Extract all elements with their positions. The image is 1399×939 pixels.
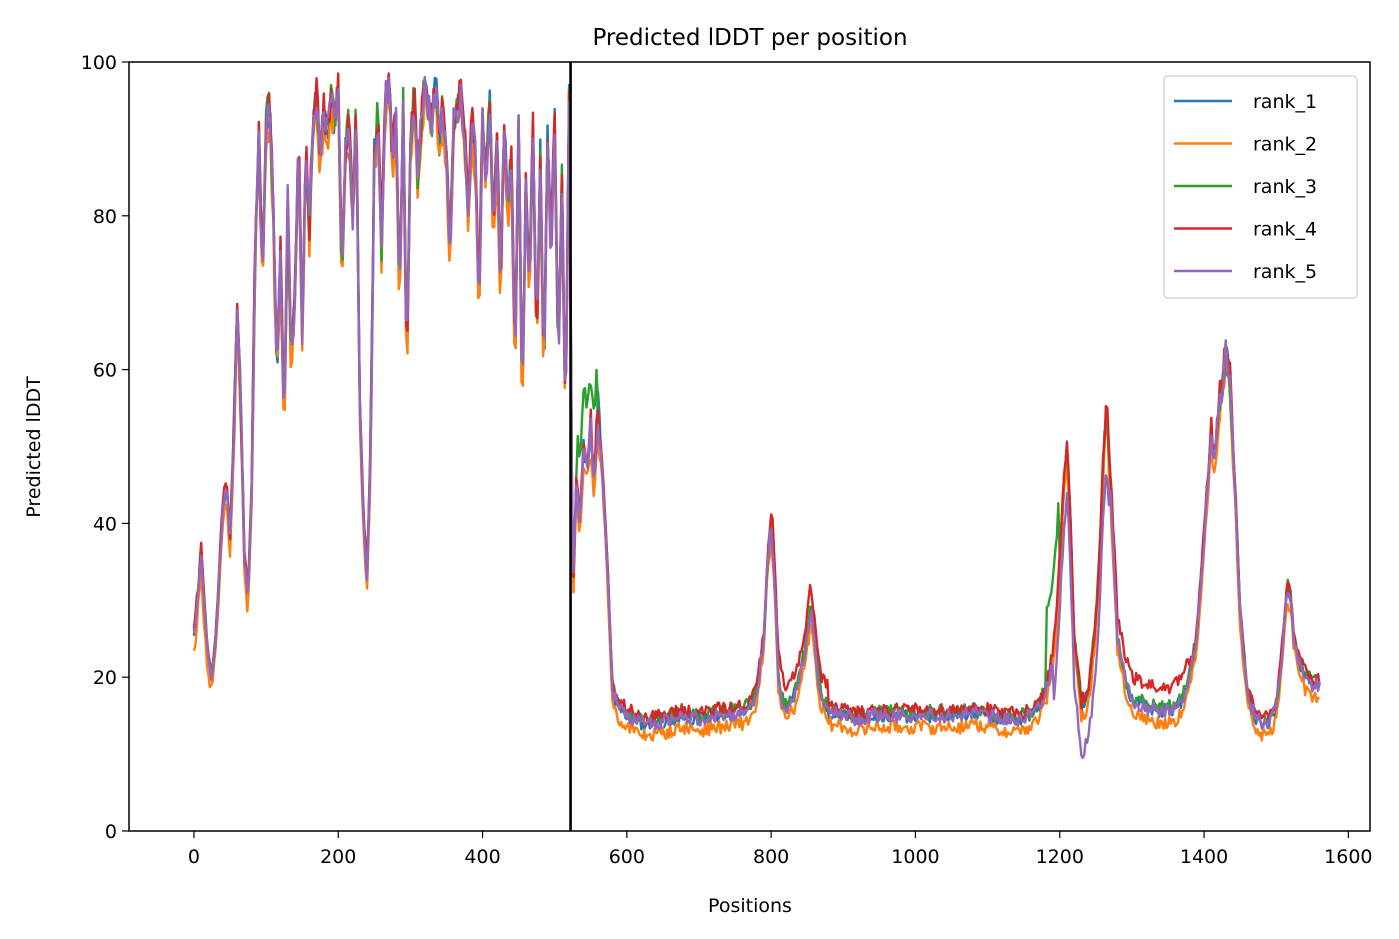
series-line-rank_3 xyxy=(192,77,1321,728)
x-tick-label: 1400 xyxy=(1180,846,1228,868)
y-tick-label: 40 xyxy=(93,513,117,535)
x-tick-label: 1000 xyxy=(891,846,939,868)
series-line-rank_4 xyxy=(192,72,1321,726)
x-tick-label: 800 xyxy=(753,846,789,868)
chart-title: Predicted lDDT per position xyxy=(592,25,907,51)
series-layer xyxy=(192,72,1321,760)
legend-label-rank_1: rank_1 xyxy=(1253,91,1317,113)
y-tick-label: 100 xyxy=(81,52,117,74)
legend-label-rank_4: rank_4 xyxy=(1253,219,1317,241)
y-tick-label: 0 xyxy=(105,821,117,843)
legend: rank_1 rank_2 rank_3 rank_4 rank_5 xyxy=(1163,75,1358,299)
x-tick-label: 1600 xyxy=(1324,846,1372,868)
x-tick-label: 400 xyxy=(464,846,500,868)
y-axis-label: Predicted lDDT xyxy=(23,376,45,518)
legend-box xyxy=(1163,75,1358,299)
series-line-rank_1 xyxy=(192,76,1321,731)
y-tick-label: 60 xyxy=(93,360,117,382)
x-tick-label: 600 xyxy=(609,846,645,868)
y-axis-ticks: 0 20 40 60 80 100 xyxy=(81,52,129,843)
series-line-rank_2 xyxy=(192,82,1321,742)
series-line-rank_5 xyxy=(192,75,1321,760)
x-tick-label: 1200 xyxy=(1036,846,1084,868)
y-tick-label: 80 xyxy=(93,206,117,228)
plot-frame xyxy=(128,61,1371,832)
x-tick-label: 200 xyxy=(320,846,356,868)
y-tick-label: 20 xyxy=(93,667,117,689)
legend-label-rank_5: rank_5 xyxy=(1253,261,1317,283)
x-axis-label: Positions xyxy=(708,895,792,917)
legend-label-rank_3: rank_3 xyxy=(1253,176,1317,198)
x-axis-ticks: 0 200 400 600 800 1000 1200 1400 1600 xyxy=(188,831,1373,868)
legend-label-rank_2: rank_2 xyxy=(1253,134,1317,156)
x-tick-label: 0 xyxy=(188,846,200,868)
